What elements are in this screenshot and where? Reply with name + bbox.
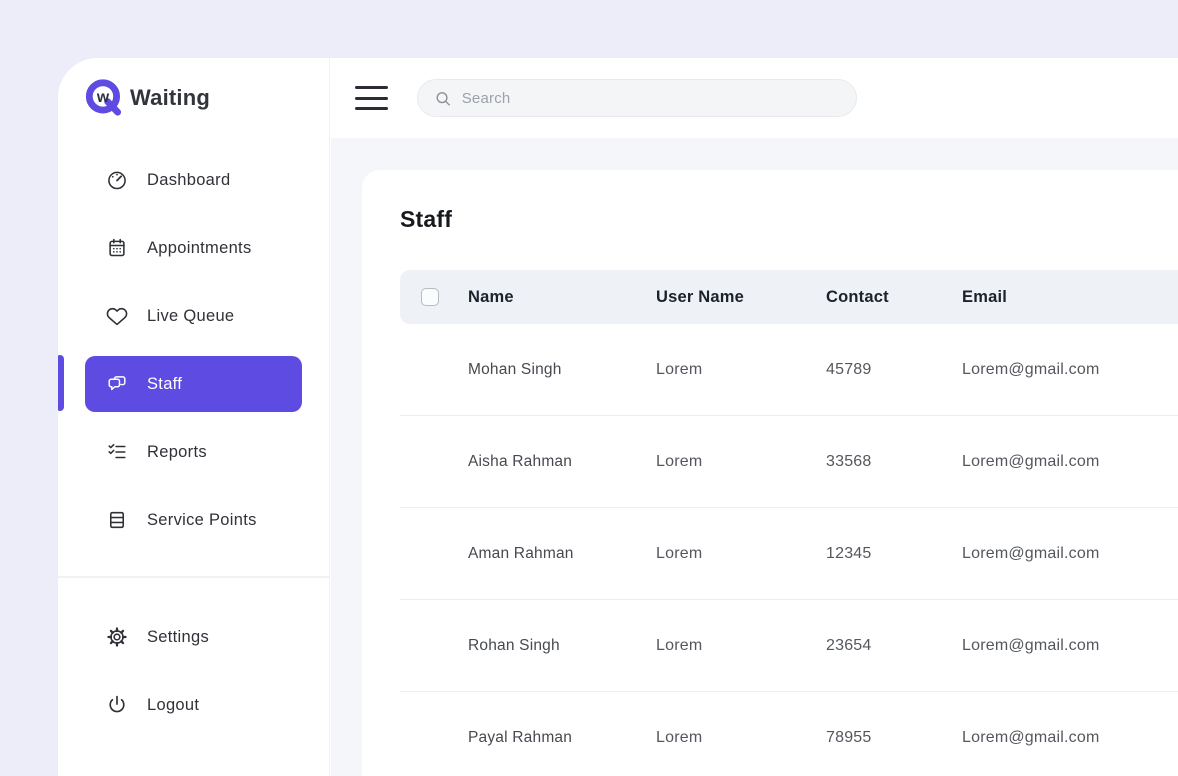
cell-user-name: Lorem (656, 637, 826, 655)
sidebar-item-label: Live Queue (147, 307, 234, 326)
sidebar-item-label: Dashboard (147, 171, 230, 190)
cell-user-name: Lorem (656, 453, 826, 471)
sidebar-item-label: Staff (147, 375, 182, 394)
content-area: Staff Name User Name Contact Email Mohan… (331, 138, 1178, 776)
cell-email: Lorem@gmail.com (962, 361, 1178, 379)
column-header-user-name: User Name (656, 288, 826, 307)
sidebar-item-dashboard[interactable]: Dashboard (85, 152, 302, 208)
main-nav: Dashboard (58, 138, 329, 548)
search-bar[interactable] (417, 79, 857, 117)
sidebar-item-staff[interactable]: Staff (85, 356, 302, 412)
menu-toggle-icon[interactable] (355, 86, 388, 110)
heart-icon (106, 305, 128, 327)
cell-name: Aman Rahman (468, 545, 656, 563)
waiting-logo-icon: w (83, 77, 125, 119)
search-icon (434, 89, 452, 108)
cell-contact: 45789 (826, 361, 962, 379)
sidebar-item-settings[interactable]: Settings (85, 609, 302, 665)
cell-name: Rohan Singh (468, 637, 656, 655)
cell-email: Lorem@gmail.com (962, 729, 1178, 747)
cell-name: Payal Rahman (468, 729, 656, 747)
sidebar-item-label: Appointments (147, 239, 252, 258)
table-row[interactable]: Mohan Singh Lorem 45789 Lorem@gmail.com (400, 324, 1178, 416)
svg-text:w: w (96, 89, 110, 106)
page-title: Staff (400, 206, 1178, 233)
staff-card: Staff Name User Name Contact Email Mohan… (362, 170, 1178, 776)
cell-user-name: Lorem (656, 729, 826, 747)
search-input[interactable] (462, 90, 842, 107)
column-header-name: Name (468, 288, 656, 307)
cell-user-name: Lorem (656, 361, 826, 379)
sidebar-item-logout[interactable]: Logout (85, 677, 302, 733)
table-row[interactable]: Aman Rahman Lorem 12345 Lorem@gmail.com (400, 508, 1178, 600)
sidebar-item-label: Settings (147, 628, 209, 647)
cell-contact: 12345 (826, 545, 962, 563)
sidebar-item-reports[interactable]: Reports (85, 424, 302, 480)
calendar-icon (106, 237, 128, 259)
sidebar-item-label: Reports (147, 443, 207, 462)
topbar (331, 58, 1178, 138)
cell-name: Mohan Singh (468, 361, 656, 379)
sidebar: w Waiting Dashboard (58, 58, 330, 776)
checklist-icon (106, 441, 128, 463)
cell-email: Lorem@gmail.com (962, 453, 1178, 471)
sidebar-item-appointments[interactable]: Appointments (85, 220, 302, 276)
footer-nav: Settings Logout (58, 578, 329, 733)
active-nav-indicator (58, 355, 64, 411)
brand-name: Waiting (130, 85, 210, 111)
cell-contact: 78955 (826, 729, 962, 747)
rows-icon (106, 509, 128, 531)
cell-user-name: Lorem (656, 545, 826, 563)
table-row[interactable]: Rohan Singh Lorem 23654 Lorem@gmail.com (400, 600, 1178, 692)
gauge-icon (106, 169, 128, 191)
sidebar-item-live-queue[interactable]: Live Queue (85, 288, 302, 344)
cell-email: Lorem@gmail.com (962, 637, 1178, 655)
brand-logo[interactable]: w Waiting (58, 58, 329, 138)
sidebar-item-label: Service Points (147, 511, 257, 530)
sidebar-item-service-points[interactable]: Service Points (85, 492, 302, 548)
table-row[interactable]: Payal Rahman Lorem 78955 Lorem@gmail.com (400, 692, 1178, 776)
column-header-contact: Contact (826, 288, 962, 307)
staff-table: Name User Name Contact Email Mohan Singh… (400, 270, 1178, 776)
power-icon (106, 694, 128, 716)
table-header: Name User Name Contact Email (400, 270, 1178, 324)
chat-icon (106, 373, 128, 395)
sidebar-item-label: Logout (147, 696, 199, 715)
cell-email: Lorem@gmail.com (962, 545, 1178, 563)
cell-name: Aisha Rahman (468, 453, 656, 471)
cell-contact: 23654 (826, 637, 962, 655)
app-window: w Waiting Dashboard (58, 58, 1178, 776)
table-row[interactable]: Aisha Rahman Lorem 33568 Lorem@gmail.com (400, 416, 1178, 508)
cell-contact: 33568 (826, 453, 962, 471)
column-header-email: Email (962, 288, 1178, 307)
select-all-checkbox[interactable] (421, 288, 439, 306)
gear-icon (106, 626, 128, 648)
